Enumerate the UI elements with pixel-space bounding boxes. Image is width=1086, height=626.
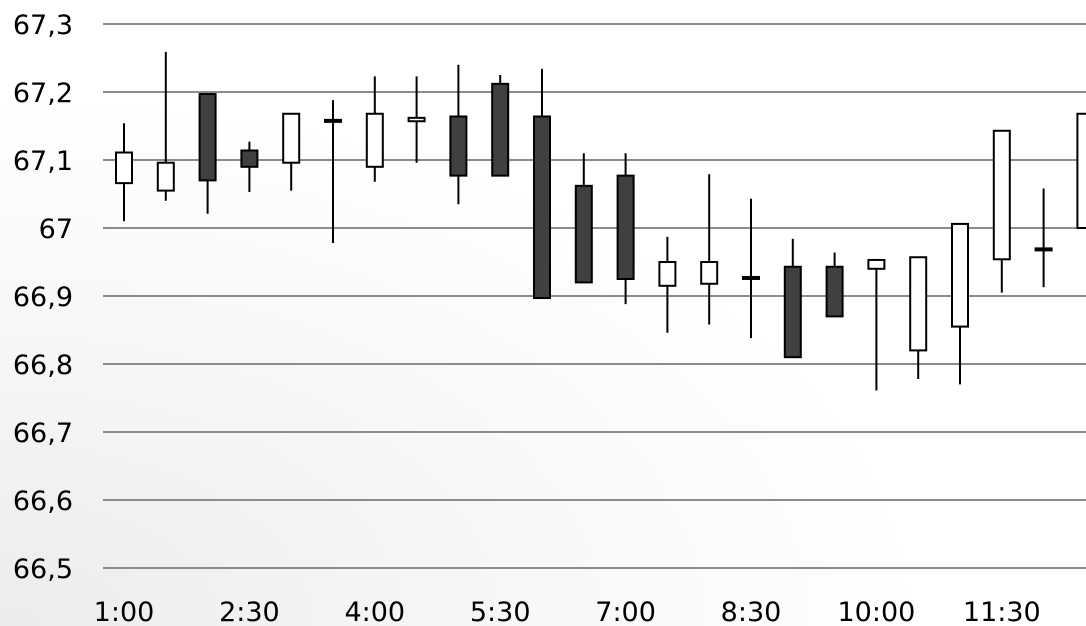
candle-body-down — [616, 174, 635, 280]
x-tick-label: 10:00 — [837, 597, 915, 626]
candle — [616, 153, 635, 305]
candle-body-up — [1076, 112, 1086, 229]
x-tick-label: 8:30 — [721, 597, 782, 626]
candle-body-up — [115, 151, 133, 185]
candle-body-up — [156, 161, 175, 192]
y-tick-label: 67,3 — [13, 10, 73, 41]
candle — [365, 76, 384, 182]
y-tick-label: 66,6 — [13, 486, 73, 517]
y-tick-label: 67 — [39, 214, 73, 245]
candle — [742, 198, 760, 339]
candle-body-up — [1034, 247, 1053, 252]
candle-body-up — [658, 261, 677, 287]
candle-body-down — [533, 115, 551, 300]
candles — [115, 51, 1086, 391]
candle — [449, 64, 468, 205]
y-tick-label: 66,5 — [13, 554, 73, 585]
candle-body-down — [491, 82, 510, 177]
candle — [825, 252, 844, 318]
candle — [156, 51, 175, 201]
candle-body-up — [324, 118, 342, 123]
x-tick-label: 5:30 — [470, 597, 531, 626]
candle — [407, 76, 426, 163]
candle — [951, 222, 969, 385]
candle — [783, 238, 802, 359]
y-tick-label: 66,7 — [13, 418, 73, 449]
candle — [240, 141, 259, 192]
candle-body-up — [951, 222, 969, 328]
x-tick-label: 7:00 — [595, 597, 656, 626]
candle — [198, 93, 217, 214]
y-tick-label: 66,9 — [13, 282, 73, 313]
candle-body-up — [909, 256, 928, 352]
candle-body-up — [992, 129, 1011, 261]
candle — [1076, 112, 1086, 229]
candle-body-up — [282, 112, 301, 164]
candle — [324, 100, 342, 243]
candle — [574, 153, 593, 284]
candle-body-up — [700, 261, 719, 285]
candle-body-up — [742, 275, 760, 280]
x-tick-label: 1:00 — [94, 597, 155, 626]
candle — [909, 256, 928, 379]
y-tick-label: 67,2 — [13, 78, 73, 109]
candle — [115, 123, 133, 222]
candle — [658, 236, 677, 333]
candle — [700, 174, 719, 325]
x-axis-tick-labels: 1:00 2:30 4:00 5:30 7:00 8:30 10:00 11:30 — [94, 597, 1041, 626]
candle — [491, 75, 510, 177]
candle-body-down — [240, 149, 259, 168]
gridlines — [103, 23, 1086, 569]
candle — [533, 68, 551, 300]
candle — [992, 129, 1011, 293]
candle-body-up — [365, 112, 384, 168]
x-tick-label: 2:30 — [219, 597, 280, 626]
y-axis-tick-labels: 67,3 67,2 67,1 67 66,9 66,8 66,7 66,6 66,5 — [13, 10, 73, 585]
x-tick-label: 4:00 — [344, 597, 405, 626]
candle-body-down — [198, 93, 217, 182]
x-tick-label: 11:30 — [963, 597, 1041, 626]
candle-body-down — [825, 265, 844, 318]
candle — [867, 258, 886, 391]
y-tick-label: 67,1 — [13, 146, 73, 177]
candle-body-down — [574, 184, 593, 284]
y-tick-label: 66,8 — [13, 350, 73, 381]
candle — [282, 112, 301, 191]
candle-body-down — [783, 265, 802, 359]
candle-body-up — [407, 116, 426, 123]
candle — [1034, 188, 1053, 288]
candle-body-down — [449, 115, 468, 177]
candle-body-up — [867, 258, 886, 270]
